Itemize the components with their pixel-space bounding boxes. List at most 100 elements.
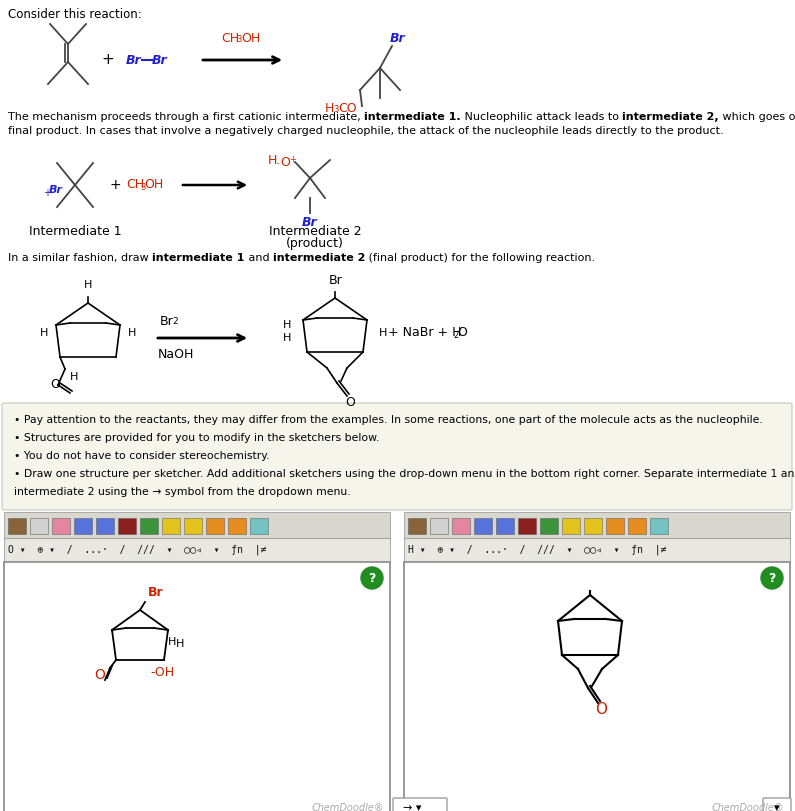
Text: intermediate 2 using the → symbol from the dropdown menu.: intermediate 2 using the → symbol from t… (14, 487, 351, 497)
Text: (product): (product) (286, 237, 344, 250)
Bar (628, 518, 646, 534)
Text: H: H (325, 101, 335, 114)
Text: 2: 2 (172, 317, 177, 326)
Bar (4, 512, 390, 538)
Text: final product. In cases that involve a negatively charged nucleophile, the attac: final product. In cases that involve a n… (8, 126, 723, 136)
Text: +: + (289, 156, 296, 165)
Bar (74, 518, 92, 534)
Text: +: + (102, 53, 114, 67)
Text: Br: Br (148, 586, 164, 599)
Bar (606, 518, 624, 534)
Text: O: O (457, 327, 467, 340)
Bar (4, 538, 390, 562)
Circle shape (361, 567, 383, 589)
Text: H: H (40, 328, 48, 338)
Bar (562, 518, 580, 534)
Text: CO: CO (338, 101, 357, 114)
Text: O: O (50, 379, 60, 392)
Text: Br: Br (160, 315, 174, 328)
Circle shape (761, 567, 783, 589)
Bar (650, 518, 668, 534)
Text: • You do not have to consider stereochemistry.: • You do not have to consider stereochem… (14, 451, 270, 461)
FancyBboxPatch shape (763, 798, 791, 811)
Bar (408, 518, 426, 534)
Text: OH: OH (241, 32, 260, 45)
Bar (474, 518, 492, 534)
Text: intermediate 2,: intermediate 2, (622, 112, 719, 122)
Text: ChemDoodle®: ChemDoodle® (712, 803, 784, 811)
Text: Intermediate 1: Intermediate 1 (29, 225, 122, 238)
Text: H ▾  ⊕ ▾  /  ...·  /  ///  ▾  ◯◯◃  ▾  ƒn  |≠: H ▾ ⊕ ▾ / ...· / /// ▾ ◯◯◃ ▾ ƒn |≠ (408, 545, 666, 556)
Text: In a similar fashion, draw: In a similar fashion, draw (8, 253, 153, 263)
Bar (206, 518, 224, 534)
Bar (30, 518, 48, 534)
Bar (540, 518, 558, 534)
Bar (518, 518, 536, 534)
Text: 3: 3 (140, 182, 145, 191)
Text: +: + (109, 178, 121, 192)
Text: 3: 3 (333, 105, 339, 114)
Text: → ▾: → ▾ (403, 803, 421, 811)
Text: (final product) for the following reaction.: (final product) for the following reacti… (365, 253, 595, 263)
Text: -OH: -OH (150, 666, 174, 679)
Bar (404, 562, 790, 811)
Text: intermediate 1.: intermediate 1. (364, 112, 461, 122)
Text: Nucleophilic attack leads to: Nucleophilic attack leads to (461, 112, 622, 122)
Bar (404, 538, 790, 562)
Bar (8, 518, 26, 534)
Text: and: and (245, 253, 273, 263)
Bar (228, 518, 246, 534)
Text: H: H (128, 328, 136, 338)
Bar (52, 518, 70, 534)
Bar (4, 562, 390, 811)
Bar (184, 518, 202, 534)
Text: O: O (595, 702, 607, 718)
Text: • Pay attention to the reactants, they may differ from the examples. In some rea: • Pay attention to the reactants, they m… (14, 415, 762, 425)
Text: Br: Br (126, 54, 142, 67)
Text: CH: CH (221, 32, 239, 45)
Text: ?: ? (368, 572, 376, 585)
Text: ChemDoodle®: ChemDoodle® (312, 803, 384, 811)
Text: +: + (43, 188, 51, 198)
Bar (250, 518, 268, 534)
Bar (452, 518, 470, 534)
Bar (118, 518, 136, 534)
Text: O: O (94, 668, 105, 682)
Text: which goes on to form: which goes on to form (719, 112, 795, 122)
Text: intermediate 2: intermediate 2 (273, 253, 365, 263)
FancyBboxPatch shape (2, 403, 792, 510)
Text: Br: Br (152, 54, 168, 67)
Text: OH: OH (144, 178, 163, 191)
Text: O: O (280, 156, 290, 169)
Text: Br: Br (390, 32, 405, 45)
Text: H: H (176, 639, 184, 649)
Text: CH: CH (126, 178, 144, 191)
Text: intermediate 1: intermediate 1 (153, 253, 245, 263)
Text: O ▾  ⊕ ▾  /  ...·  /  ///  ▾  ◯◯◃  ▾  ƒn  |≠: O ▾ ⊕ ▾ / ...· / /// ▾ ◯◯◃ ▾ ƒn |≠ (8, 545, 266, 556)
Text: NaOH: NaOH (158, 348, 194, 361)
Text: 3: 3 (236, 36, 242, 45)
Text: 2: 2 (453, 331, 458, 340)
Text: • Structures are provided for you to modify in the sketchers below.: • Structures are provided for you to mod… (14, 433, 379, 443)
Text: ▾: ▾ (774, 803, 780, 811)
Bar (140, 518, 158, 534)
Text: H: H (378, 328, 387, 338)
Text: Br: Br (49, 185, 63, 195)
Text: O: O (345, 396, 355, 409)
Text: Br: Br (329, 273, 343, 286)
Text: H: H (70, 372, 78, 382)
Text: Consider this reaction:: Consider this reaction: (8, 8, 142, 21)
FancyBboxPatch shape (393, 798, 447, 811)
Text: + NaBr + H: + NaBr + H (388, 327, 462, 340)
Text: The mechanism proceeds through a first cationic intermediate,: The mechanism proceeds through a first c… (8, 112, 364, 122)
Bar (404, 512, 790, 538)
Text: H: H (283, 333, 291, 343)
Bar (496, 518, 514, 534)
Bar (584, 518, 602, 534)
Text: Br: Br (302, 216, 318, 229)
Bar (430, 518, 448, 534)
Text: H.: H. (268, 153, 281, 166)
Text: H: H (83, 280, 92, 290)
Bar (162, 518, 180, 534)
Text: Intermediate 2: Intermediate 2 (269, 225, 361, 238)
